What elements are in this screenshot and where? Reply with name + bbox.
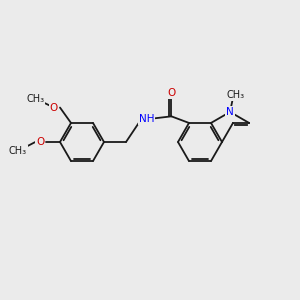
Text: CH₃: CH₃	[227, 90, 245, 100]
Text: O: O	[50, 103, 58, 112]
Text: NH: NH	[139, 113, 154, 124]
Text: CH₃: CH₃	[26, 94, 44, 104]
Text: CH₃: CH₃	[8, 146, 27, 156]
Text: N: N	[226, 107, 234, 117]
Text: O: O	[36, 137, 44, 147]
Text: O: O	[167, 88, 175, 98]
